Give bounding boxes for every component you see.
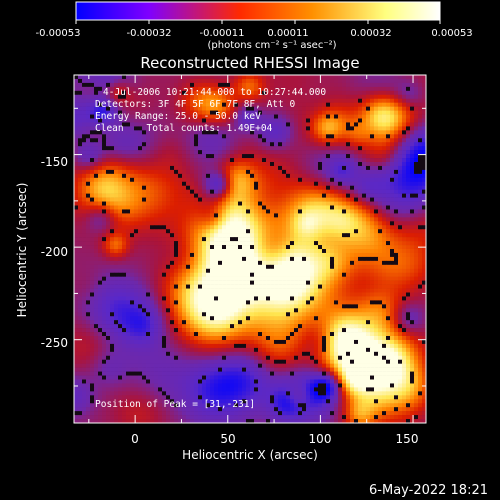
x-axis-ticks <box>88 75 414 423</box>
annotation-time-range: 4-Jul-2006 10:21:44.000 to 10:27:44.000 <box>103 87 326 98</box>
x-axis-tick-label: 100 <box>309 432 332 446</box>
colorbar <box>75 1 441 21</box>
plot-frame <box>73 74 427 424</box>
colorbar-tick-label: -0.00053 <box>36 28 81 39</box>
colorbar-tick-label: -0.00032 <box>127 28 172 39</box>
annotation-energy-range: Energy Range: 25.0 - 50.0 keV <box>95 111 261 122</box>
x-axis-tick-label: 0 <box>131 432 139 446</box>
footer-date: 6-May-2022 18:21 <box>369 483 488 498</box>
colorbar-tick-label: -0.00011 <box>200 28 245 39</box>
annotation-detectors: Detectors: 3F 4F 5F 6F 7F 8F, Att 0 <box>95 99 295 110</box>
y-axis-label: Heliocentric Y (arcsec) <box>15 183 29 318</box>
colorbar-ticks <box>75 20 441 24</box>
y-axis-ticks <box>74 107 426 387</box>
x-axis-tick-label: 150 <box>396 432 419 446</box>
heatmap-image <box>74 75 427 424</box>
colorbar-tick-label: 0.00032 <box>350 28 391 39</box>
colorbar-tick-label: 0.00011 <box>267 28 308 39</box>
colorbar-tick-label: 0.00053 <box>431 28 472 39</box>
peak-position-label: Position of Peak = [31,-231] <box>95 399 255 410</box>
y-axis-tick-label: -250 <box>41 336 68 350</box>
colorbar-unit-label: (photons cm⁻² s⁻¹ asec⁻²) <box>207 40 336 51</box>
chart-title: Reconstructed RHESSI Image <box>140 54 359 72</box>
y-axis-tick-label: -200 <box>41 245 68 259</box>
x-axis-tick-label: 50 <box>220 432 235 446</box>
x-axis-label: Heliocentric X (arcsec) <box>182 448 318 462</box>
annotation-counts: Clean Total counts: 1.49E+04 <box>95 123 273 134</box>
y-axis-tick-label: -150 <box>41 155 68 169</box>
